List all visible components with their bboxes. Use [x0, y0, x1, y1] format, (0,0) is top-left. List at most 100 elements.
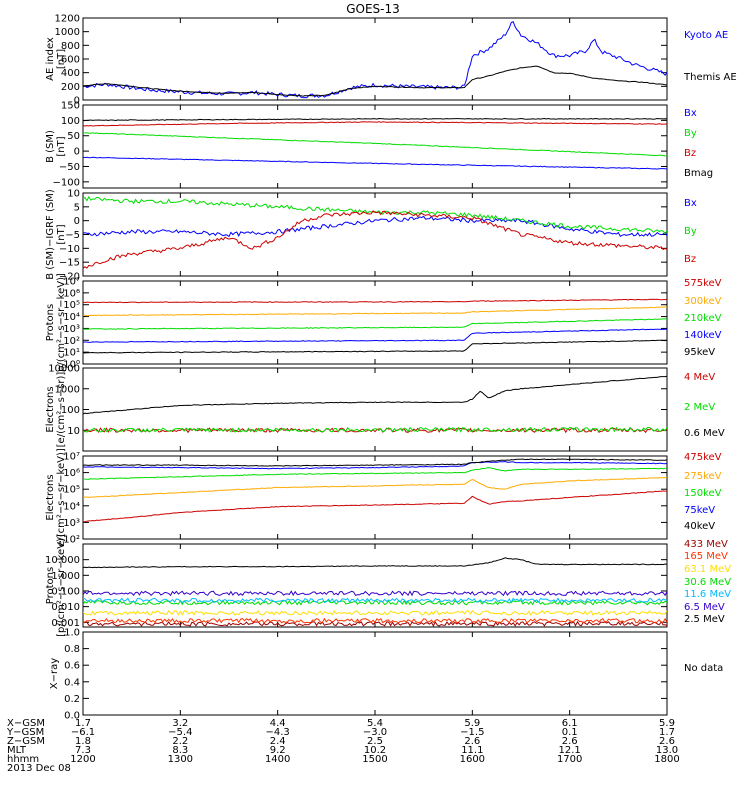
row-value: 3.2	[172, 718, 188, 729]
y-tick-label: 10⁶	[63, 468, 80, 479]
panel-frame	[82, 192, 668, 277]
series-line-475kev	[83, 490, 667, 523]
position-table: X−GSM 1.7 3.2 4.4 5.4 5.9 6.1 5.9 Y−GSM −6.1 −5.4 −…	[6, 718, 680, 774]
series-line-bz	[83, 210, 667, 269]
series-group	[83, 21, 667, 99]
series-line-2-mev	[83, 426, 667, 433]
row-value: 12.1	[559, 745, 581, 756]
y-axis-label: B (SM)	[45, 130, 56, 163]
row-value: 1700	[557, 754, 582, 765]
y-tick-label: 1.000	[51, 571, 80, 582]
panel-6: 10² 10³ 10⁴ 10⁵ 10⁶ 10⁷ Electrons e/(cm²−s−sr−k…	[45, 448, 722, 547]
legend-entry: 475keV	[684, 452, 722, 463]
row-label: Y−GSM	[6, 727, 44, 738]
panel-frame	[82, 367, 668, 452]
y-axis-label: AE index	[45, 37, 56, 81]
y-tick-label: 50	[67, 131, 80, 142]
series-line-by	[83, 195, 667, 235]
series-line-150kev	[83, 467, 667, 480]
series-line-575kev	[83, 298, 667, 304]
y-tick-label: 0.0	[64, 711, 80, 722]
y-tick-label: 10⁴	[63, 501, 80, 512]
y-axis-label: [e/(cm²−s−sr)]	[56, 372, 67, 448]
y-tick-label: 1.0	[64, 628, 80, 639]
row-value: 10.2	[364, 745, 386, 756]
y-axis-label: X−ray	[49, 658, 60, 689]
series-line-275kev	[83, 476, 667, 499]
legend-entry: 4 MeV	[684, 372, 715, 383]
row-value: 11.1	[461, 745, 483, 756]
y-tick-label: 200	[61, 82, 80, 93]
row-value: 1500	[362, 754, 387, 765]
legend-entry: 75keV	[684, 505, 715, 516]
row-label: X−GSM	[7, 718, 45, 729]
panel-2: −100 −50 0 50 100 150 B (SM) [nT] Bx By Bz Bmag	[45, 101, 713, 189]
row-value: 7.3	[75, 745, 91, 756]
y-tick-label: −15	[59, 258, 80, 269]
legend-entry: 433 MeV	[684, 539, 728, 550]
series-line-bx	[83, 215, 667, 238]
panel-frame	[82, 631, 668, 716]
row-value: 1800	[654, 754, 679, 765]
legend-entry: 95keV	[684, 347, 715, 358]
y-tick-label: 0	[74, 216, 80, 227]
legend-entry: Bx	[684, 108, 697, 119]
row-value: 1200	[70, 754, 95, 765]
y-tick-label: 1000	[55, 384, 80, 395]
y-tick-label: 10	[67, 426, 80, 437]
row-value: 1.8	[75, 736, 91, 747]
row-value: 1300	[168, 754, 193, 765]
panel-1: 0 200 400 600 800 1000 1200 AE index [nT] Kyoto A…	[45, 14, 737, 107]
y-axis-label: [nT]	[56, 136, 67, 156]
series-line-300kev	[83, 306, 667, 317]
series-line-95kev	[83, 339, 667, 354]
row-value: −5.4	[168, 727, 192, 738]
y-tick-label: −100	[53, 177, 80, 188]
series-group	[83, 557, 667, 627]
row-label: hhmm	[7, 754, 39, 765]
legend-entry: 140keV	[684, 330, 722, 341]
legend-entry: Kyoto AE	[684, 30, 728, 41]
legend-entry: 210keV	[684, 313, 722, 324]
row-value: 5.4	[367, 718, 383, 729]
row-value: −6.1	[71, 727, 95, 738]
series-group	[83, 298, 667, 354]
row-value: −4.3	[266, 727, 290, 738]
date-label: 2013 Dec 08	[7, 763, 71, 774]
y-axis-label: Electrons	[45, 474, 56, 520]
legend-entry: 0.6 MeV	[684, 428, 725, 439]
row-value: 2.5	[367, 736, 383, 747]
y-tick-label: 0.6	[64, 661, 80, 672]
row-value: 9.2	[270, 745, 286, 756]
y-axis-label: B (SM)−IGRF (SM)	[45, 189, 56, 280]
y-tick-label: 600	[61, 55, 80, 66]
y-tick-label: 10³	[63, 324, 80, 335]
series-line-165-mev	[83, 617, 667, 624]
y-tick-label: 10⁶	[63, 288, 80, 299]
series-line-11-6-mev	[83, 597, 667, 604]
y-axis-label: Electrons	[45, 386, 56, 432]
y-tick-label: 0.4	[64, 677, 80, 688]
y-tick-label: 5	[74, 202, 80, 213]
row-value: 8.3	[172, 745, 188, 756]
row-value: −3.0	[363, 727, 387, 738]
legend-entry: 6.5 MeV	[684, 602, 725, 613]
series-line-by	[83, 132, 667, 157]
series-line-6-5-mev	[83, 590, 667, 597]
row-value: 1400	[265, 754, 290, 765]
legend-entry: Themis AE	[683, 72, 737, 83]
y-axis-label: [nT]	[56, 49, 67, 69]
y-tick-label: 0	[74, 96, 80, 107]
series-line-4-mev	[83, 427, 667, 434]
y-tick-label: 10²	[63, 535, 80, 546]
y-tick-label: 0.8	[64, 644, 80, 655]
no-data-note: No data	[684, 663, 723, 674]
series-group	[83, 458, 667, 523]
y-tick-label: 800	[61, 41, 80, 52]
y-axis-label: Protons	[45, 304, 56, 341]
row-value: 4.4	[270, 718, 286, 729]
y-tick-label: 0.100	[51, 586, 80, 597]
y-axis-label: [nT]	[56, 224, 67, 244]
y-tick-label: 10⁰	[63, 360, 80, 371]
series-group	[83, 375, 667, 434]
